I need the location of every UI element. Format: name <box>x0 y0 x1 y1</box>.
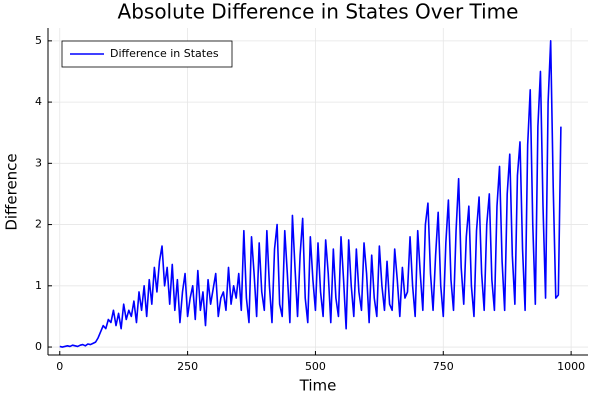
legend-label: Difference in States <box>110 47 219 60</box>
y-axis-label: Difference <box>3 153 21 230</box>
y-tick-label: 2 <box>35 218 42 231</box>
y-tick-label: 4 <box>35 95 42 108</box>
x-axis-label: Time <box>299 377 337 395</box>
x-tick-label: 500 <box>305 360 326 373</box>
x-tick-label: 750 <box>433 360 454 373</box>
y-tick-label: 5 <box>35 34 42 47</box>
data-line <box>59 40 562 348</box>
chart-title: Absolute Difference in States Over Time <box>118 0 519 24</box>
y-tick-label: 3 <box>35 156 42 169</box>
x-tick-label: 250 <box>177 360 198 373</box>
x-tick-label: 0 <box>56 360 63 373</box>
x-tick-label: 1000 <box>557 360 585 373</box>
y-tick-label: 1 <box>35 279 42 292</box>
y-tick-label: 0 <box>35 340 42 353</box>
